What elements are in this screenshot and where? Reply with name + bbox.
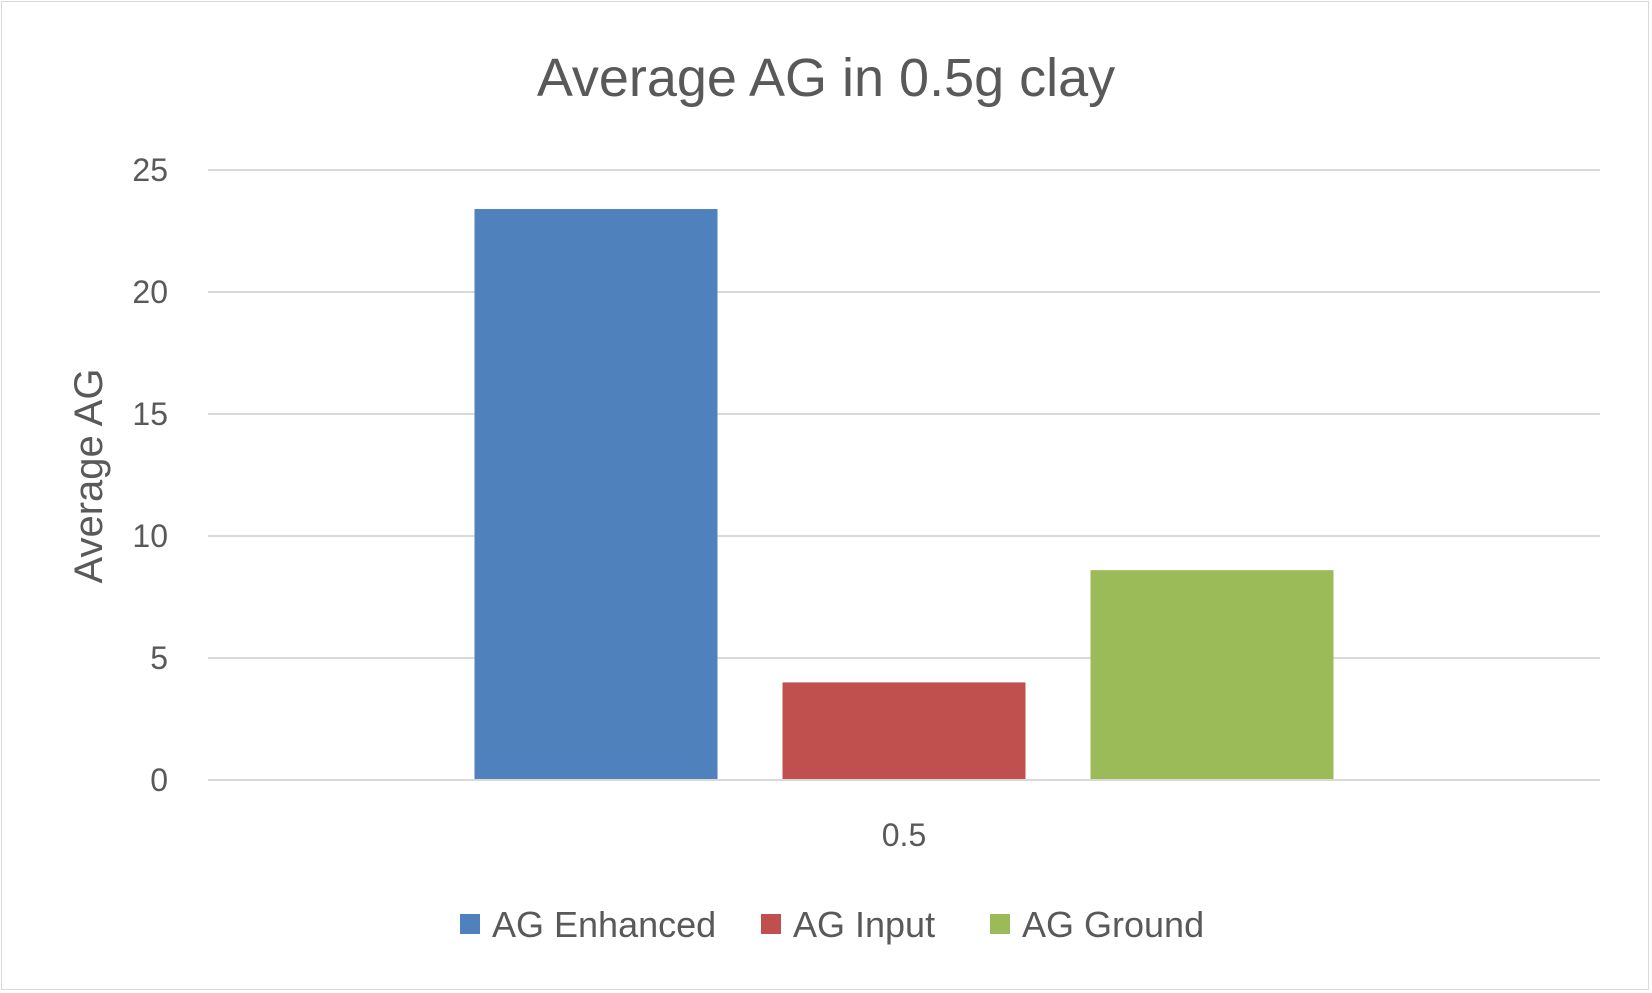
bar-ag-input: [782, 682, 1026, 780]
y-tick-label: 15: [132, 396, 168, 432]
y-tick-label: 25: [132, 152, 168, 188]
y-tick-label: 5: [150, 640, 168, 676]
y-tick-label: 20: [132, 274, 168, 310]
x-tick-labels: 0.5: [882, 817, 926, 853]
legend-item-ag-ground: AG Ground: [990, 904, 1204, 945]
legend-swatch: [990, 914, 1010, 934]
x-tick-label: 0.5: [882, 817, 926, 853]
y-tick-labels: 0 5 10 15 20 25: [132, 152, 168, 798]
legend-item-ag-enhanced: AG Enhanced: [460, 904, 716, 945]
bar-ag-enhanced: [474, 209, 718, 781]
bars: [208, 209, 1600, 781]
chart-title: Average AG in 0.5g clay: [537, 48, 1115, 108]
legend-swatch: [761, 914, 781, 934]
bar-ag-ground: [1090, 570, 1334, 780]
legend-swatch: [460, 914, 480, 934]
legend-item-ag-input: AG Input: [761, 904, 935, 945]
legend-label: AG Ground: [1022, 904, 1204, 945]
legend-label: AG Enhanced: [492, 904, 716, 945]
legend-label: AG Input: [793, 904, 935, 945]
y-axis-label: Average AG: [67, 369, 111, 584]
legend: AG Enhanced AG Input AG Ground: [460, 904, 1204, 945]
y-tick-label: 0: [150, 762, 168, 798]
y-tick-label: 10: [132, 518, 168, 554]
